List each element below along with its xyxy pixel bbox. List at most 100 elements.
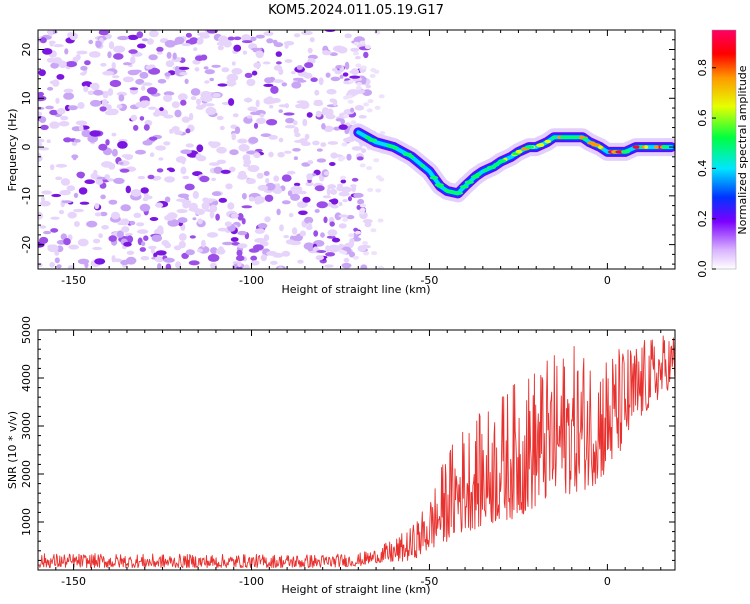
- noise-blob: [307, 222, 312, 229]
- noise-blob: [166, 51, 172, 59]
- noise-blob: [194, 67, 200, 72]
- noise-blob: [201, 201, 210, 210]
- spectrogram-area: [38, 30, 675, 269]
- noise-blob: [113, 177, 125, 184]
- noise-blob: [216, 115, 224, 121]
- noise-blob: [348, 251, 356, 258]
- noise-blob: [156, 168, 164, 173]
- noise-blob: [353, 89, 366, 94]
- noise-blob: [135, 149, 146, 155]
- colorbar-tick-label: 0.2: [696, 210, 709, 228]
- noise-blob: [323, 125, 334, 132]
- noise-blob: [177, 209, 185, 213]
- noise-blob: [301, 30, 313, 36]
- ridge-hotspot: [459, 185, 469, 189]
- y-tick-label: 10: [20, 91, 33, 105]
- noise-blob: [98, 30, 109, 36]
- noise-blob: [158, 157, 164, 161]
- noise-blob: [99, 211, 108, 217]
- noise-blob: [279, 224, 284, 232]
- noise-blob: [149, 217, 159, 221]
- noise-blob: [262, 61, 271, 65]
- x-tick-label: -100: [239, 274, 264, 287]
- ridge-hotspot: [367, 138, 378, 142]
- noise-blob: [98, 233, 103, 239]
- noise-blob: [156, 46, 164, 53]
- noise-blob: [237, 261, 242, 268]
- noise-blob: [353, 192, 364, 198]
- noise-blob: [356, 205, 362, 210]
- noise-blob: [340, 175, 346, 180]
- noise-blob: [108, 199, 118, 205]
- noise-blob: [360, 264, 368, 269]
- noise-blob: [303, 72, 313, 79]
- noise-blob: [231, 132, 236, 141]
- noise-blob: [164, 196, 171, 203]
- noise-blob: [39, 200, 51, 207]
- noise-blob: [249, 36, 257, 42]
- noise-blob: [233, 36, 242, 41]
- snr-y-ticks: 1000 2000 3000 4000 5000: [20, 316, 675, 561]
- noise-blob: [357, 198, 365, 205]
- noise-blob: [246, 115, 253, 119]
- spectrogram-frame: [37, 29, 676, 270]
- noise-blob: [375, 188, 382, 193]
- noise-blob: [105, 139, 110, 146]
- noise-blob: [295, 104, 303, 109]
- noise-blob: [184, 78, 189, 85]
- noise-blob: [285, 117, 295, 124]
- noise-blob: [230, 124, 237, 129]
- noise-blob: [89, 83, 97, 89]
- noise-blob: [125, 185, 131, 194]
- noise-blob: [102, 90, 109, 99]
- noise-blob: [180, 149, 192, 154]
- noise-blob: [359, 40, 366, 45]
- noise-blob: [120, 218, 130, 226]
- noise-blob: [343, 113, 350, 118]
- noise-blob: [38, 147, 50, 151]
- noise-blob: [143, 235, 149, 241]
- noise-blob: [213, 166, 223, 174]
- noise-blob: [304, 62, 314, 69]
- noise-blob: [195, 153, 203, 161]
- noise-blob: [111, 255, 116, 263]
- snr-frame: [37, 329, 676, 571]
- noise-blob: [326, 88, 337, 95]
- noise-blob: [218, 35, 228, 44]
- noise-blob: [361, 148, 367, 154]
- noise-blob: [49, 109, 58, 116]
- colorbar-label: Normalized spectral amplitude: [736, 65, 749, 234]
- noise-blob: [296, 65, 303, 70]
- noise-blob: [63, 238, 71, 246]
- noise-blob: [116, 230, 124, 238]
- noise-blob: [171, 126, 180, 132]
- noise-blob: [360, 65, 367, 70]
- noise-blob: [260, 254, 267, 262]
- noise-blob: [316, 201, 328, 209]
- noise-blob: [92, 246, 103, 251]
- noise-blob: [334, 70, 342, 75]
- ridge-hotspot: [498, 159, 507, 163]
- noise-blob: [87, 134, 99, 143]
- noise-blob: [251, 47, 263, 51]
- noise-blob: [338, 124, 348, 130]
- noise-blob: [292, 148, 301, 152]
- noise-blob: [325, 72, 331, 78]
- noise-blob: [178, 240, 186, 249]
- noise-blob: [342, 217, 349, 222]
- noise-blob: [355, 86, 362, 90]
- colorbar-frame: [711, 29, 737, 270]
- noise-blob: [196, 98, 201, 106]
- noise-blob: [60, 115, 69, 121]
- noise-blob: [304, 133, 310, 140]
- noise-blob: [77, 102, 85, 109]
- noise-blob: [288, 213, 294, 218]
- noise-blob: [137, 175, 146, 180]
- noise-blob: [366, 166, 373, 171]
- noise-blob: [139, 116, 145, 121]
- noise-blob: [264, 194, 274, 202]
- noise-blob: [374, 105, 381, 110]
- noise-blob: [55, 163, 68, 168]
- ridge-hotspot: [436, 184, 444, 188]
- noise-blob: [344, 61, 350, 70]
